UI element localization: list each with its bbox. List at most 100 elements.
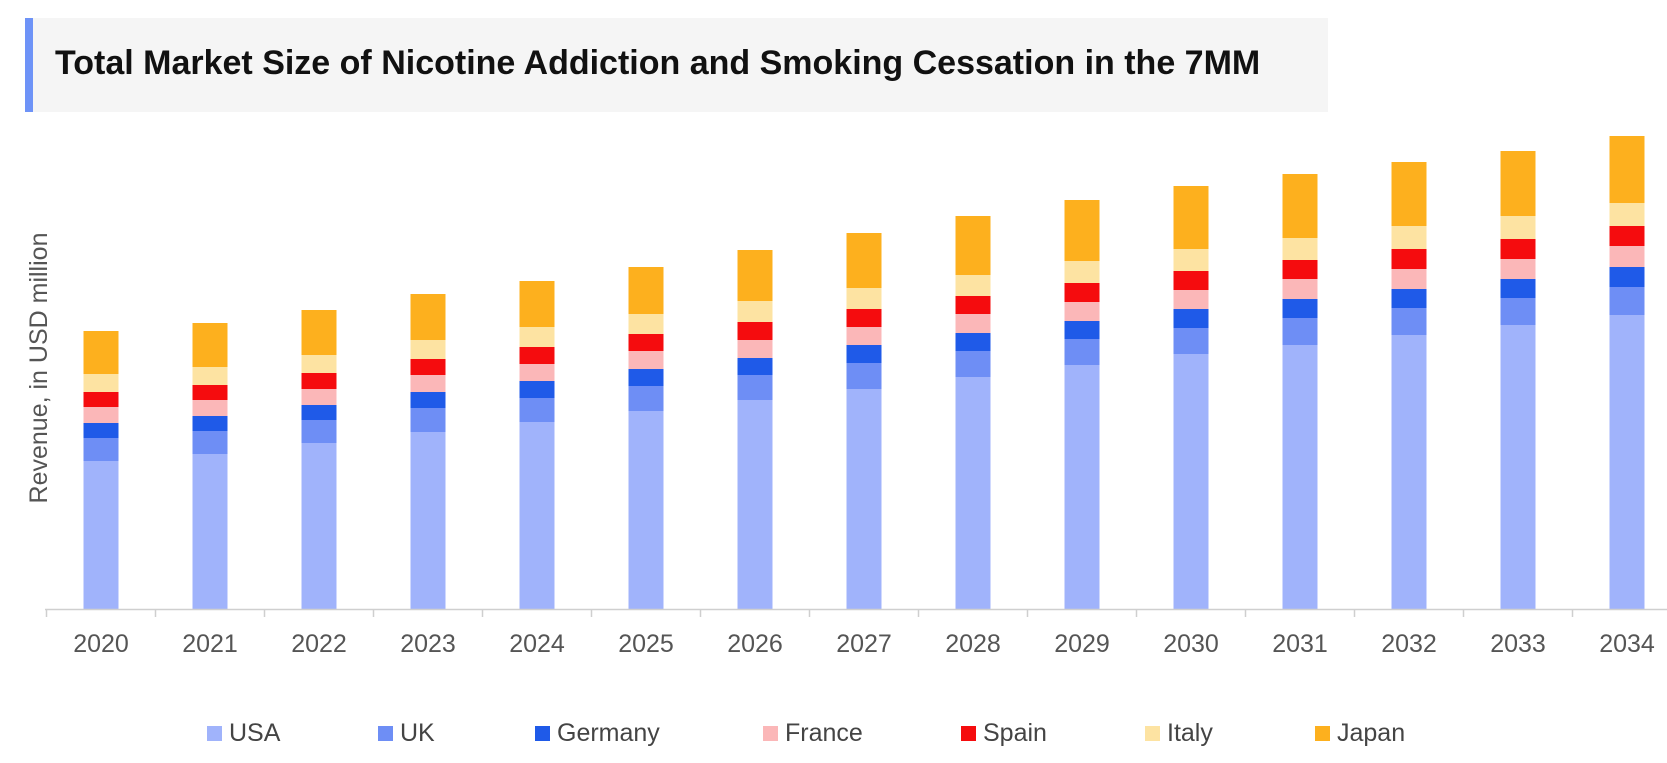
bar-segment-spain-2020 xyxy=(83,392,119,407)
x-tick-label: 2026 xyxy=(727,630,783,658)
y-axis-label: Revenue, in USD million xyxy=(25,233,53,504)
legend-item-usa: USA xyxy=(207,718,280,748)
bar-segment-japan-2021 xyxy=(192,323,228,367)
x-tick-label: 2025 xyxy=(618,630,674,658)
legend-item-uk: UK xyxy=(378,718,435,748)
bar-segment-france-2034 xyxy=(1609,246,1645,267)
x-tick-label: 2027 xyxy=(836,630,892,658)
bar-segment-japan-2022 xyxy=(301,310,337,355)
legend-label: France xyxy=(785,718,863,747)
x-tick-label: 2022 xyxy=(291,630,347,658)
bar-segment-usa-2026 xyxy=(737,400,773,609)
legend-item-japan: Japan xyxy=(1315,718,1405,748)
bar-segment-italy-2025 xyxy=(628,314,664,334)
x-tick-label: 2032 xyxy=(1381,630,1437,658)
bar-segment-spain-2034 xyxy=(1609,226,1645,246)
legend-label: USA xyxy=(229,718,281,747)
bar-segment-france-2027 xyxy=(846,327,882,345)
bar-segment-germany-2030 xyxy=(1173,309,1209,328)
bar-segment-france-2030 xyxy=(1173,290,1209,309)
bar-segment-japan-2028 xyxy=(955,216,991,275)
bar-segment-uk-2028 xyxy=(955,351,991,377)
bar-segment-france-2023 xyxy=(410,375,446,392)
bar-segment-japan-2032 xyxy=(1391,162,1427,226)
bar-segment-uk-2026 xyxy=(737,375,773,400)
bar-segment-japan-2034 xyxy=(1609,136,1645,203)
bar-segment-italy-2029 xyxy=(1064,261,1100,283)
bar-segment-uk-2031 xyxy=(1282,318,1318,345)
bar-segment-usa-2027 xyxy=(846,389,882,609)
bar-segment-uk-2023 xyxy=(410,408,446,432)
bar-segment-usa-2021 xyxy=(192,454,228,609)
bar-segment-france-2021 xyxy=(192,400,228,416)
bar-segment-germany-2027 xyxy=(846,345,882,363)
bar-segment-uk-2034 xyxy=(1609,287,1645,315)
legend-label: Germany xyxy=(557,718,660,747)
bar-segment-italy-2023 xyxy=(410,340,446,359)
bar-segment-japan-2024 xyxy=(519,281,555,327)
legend-swatch xyxy=(1145,725,1160,741)
bar-segment-france-2028 xyxy=(955,314,991,333)
bar-segment-uk-2020 xyxy=(83,438,119,461)
bar-segment-uk-2027 xyxy=(846,363,882,389)
bar-segment-spain-2022 xyxy=(301,373,337,389)
legend-label: Italy xyxy=(1167,718,1213,747)
bar-segment-france-2020 xyxy=(83,407,119,423)
bar-segment-germany-2025 xyxy=(628,369,664,386)
legend-swatch xyxy=(961,725,976,741)
bar-segment-italy-2027 xyxy=(846,288,882,309)
bar-segment-usa-2029 xyxy=(1064,365,1100,609)
bar-segment-japan-2023 xyxy=(410,294,446,340)
bar-segment-spain-2026 xyxy=(737,322,773,340)
bar-segment-france-2024 xyxy=(519,364,555,381)
bar-segment-germany-2023 xyxy=(410,392,446,408)
bars-group xyxy=(83,136,1645,609)
legend-swatch xyxy=(535,725,550,741)
x-tick-label: 2023 xyxy=(400,630,456,658)
bar-segment-germany-2032 xyxy=(1391,289,1427,308)
legend-item-france: France xyxy=(763,718,863,748)
bar-segment-germany-2028 xyxy=(955,333,991,351)
bar-segment-uk-2021 xyxy=(192,431,228,454)
bar-segment-germany-2021 xyxy=(192,416,228,431)
bar-segment-france-2029 xyxy=(1064,302,1100,321)
bar-segment-uk-2032 xyxy=(1391,308,1427,335)
bar-segment-japan-2033 xyxy=(1500,151,1536,216)
bar-segment-usa-2034 xyxy=(1609,315,1645,609)
bar-segment-germany-2026 xyxy=(737,358,773,375)
bar-segment-spain-2028 xyxy=(955,296,991,314)
bar-segment-spain-2030 xyxy=(1173,271,1209,290)
bar-segment-spain-2032 xyxy=(1391,249,1427,269)
bar-segment-japan-2025 xyxy=(628,267,664,314)
bar-segment-uk-2033 xyxy=(1500,298,1536,325)
bar-segment-usa-2020 xyxy=(83,461,119,609)
legend-label: UK xyxy=(400,718,435,747)
bar-segment-germany-2033 xyxy=(1500,279,1536,298)
legend: USA UK Germany France Spain Italy Japan xyxy=(0,718,1667,748)
bar-segment-spain-2029 xyxy=(1064,283,1100,302)
x-tick-label: 2031 xyxy=(1272,630,1328,658)
chart-title-box: Total Market Size of Nicotine Addiction … xyxy=(25,18,1328,112)
bar-segment-germany-2022 xyxy=(301,405,337,420)
bar-segment-italy-2032 xyxy=(1391,226,1427,249)
bar-segment-france-2026 xyxy=(737,340,773,358)
bar-segment-spain-2023 xyxy=(410,359,446,375)
stacked-bar-chart: Revenue, in USD million 2020 2021 2022 2023… xyxy=(25,136,1667,658)
legend-item-italy: Italy xyxy=(1145,718,1213,748)
bar-segment-france-2031 xyxy=(1282,279,1318,299)
bar-segment-italy-2021 xyxy=(192,367,228,385)
bar-segment-italy-2031 xyxy=(1282,238,1318,260)
x-tick-label: 2034 xyxy=(1599,630,1655,658)
bar-segment-usa-2032 xyxy=(1391,335,1427,609)
bar-segment-usa-2025 xyxy=(628,411,664,609)
bar-segment-italy-2034 xyxy=(1609,203,1645,226)
bar-segment-japan-2029 xyxy=(1064,200,1100,261)
bar-segment-france-2022 xyxy=(301,389,337,405)
bar-segment-usa-2024 xyxy=(519,422,555,609)
legend-swatch xyxy=(207,725,222,741)
bar-segment-germany-2024 xyxy=(519,381,555,398)
legend-label: Japan xyxy=(1337,718,1406,747)
chart-title: Total Market Size of Nicotine Addiction … xyxy=(55,44,1261,82)
bar-segment-germany-2029 xyxy=(1064,321,1100,339)
bar-segment-germany-2020 xyxy=(83,423,119,438)
